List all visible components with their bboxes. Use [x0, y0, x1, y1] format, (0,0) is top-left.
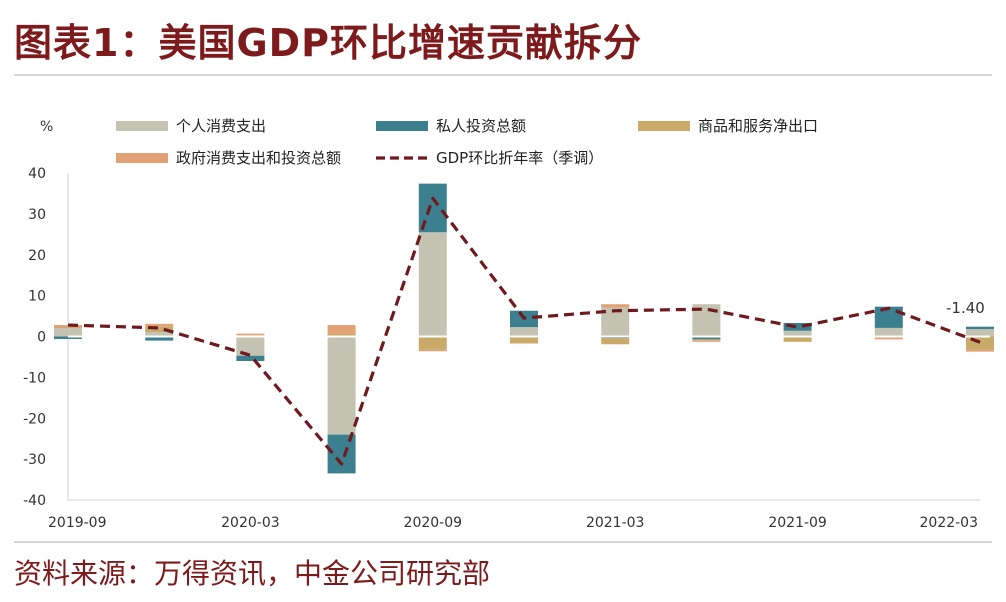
x-tick-label: 2019-09: [48, 515, 107, 531]
title-divider: [14, 74, 992, 76]
legend-swatch: [116, 121, 168, 131]
bar-segment: [966, 329, 994, 337]
annotations: -1.40: [946, 299, 985, 317]
source-note: 资料来源：万得资讯，中金公司研究部: [14, 557, 491, 590]
gdp-line-series: [67, 196, 981, 466]
y-tick-label: -40: [23, 493, 46, 509]
bar-segment: [874, 337, 903, 340]
bar-segment: [236, 336, 265, 356]
data-label: -1.40: [946, 299, 985, 317]
bar-segment: [510, 336, 538, 344]
page-title: 图表1：美国GDP环比增速贡献拆分: [14, 21, 643, 65]
y-tick-label: -20: [23, 411, 46, 427]
bar-segment: [327, 336, 356, 435]
bar-segment: [510, 343, 538, 344]
bar-segment: [966, 336, 994, 350]
bar-segment: [692, 340, 721, 342]
y-tick-label: 40: [28, 166, 46, 182]
bar-segment: [145, 323, 174, 327]
y-tick-label: -30: [23, 452, 46, 468]
y-axis-unit-label: %: [40, 119, 53, 135]
y-tick-label: 20: [28, 248, 46, 264]
legend-swatch: [376, 121, 428, 131]
bar-segment: [418, 336, 447, 350]
bar-segment: [418, 349, 447, 352]
legend-label: GDP环比折年率（季调）: [436, 149, 603, 167]
bar-segment: [601, 304, 630, 308]
x-tick-label: 2020-03: [221, 515, 280, 531]
bar-segment: [601, 338, 630, 345]
x-tick-label: 2021-03: [586, 515, 645, 531]
y-tick-label: 30: [28, 207, 46, 223]
x-tick-label: 2021-09: [768, 515, 827, 531]
legend-label: 商品和服务净出口: [698, 117, 818, 135]
bar-segment: [54, 327, 82, 337]
bar-segment: [783, 330, 812, 337]
bar-segment: [418, 232, 447, 337]
bar-segment: [783, 323, 812, 331]
bar-segment: [54, 336, 82, 339]
x-tick-label: 2022-03: [920, 515, 979, 531]
bar-segment: [236, 333, 265, 336]
bar-segment: [54, 327, 82, 329]
legend-swatch: [638, 121, 690, 131]
bar-segment: [692, 339, 721, 341]
legend-swatch: [116, 153, 168, 163]
bar-segment: [236, 355, 265, 362]
y-tick-label: 0: [37, 330, 46, 346]
bar-segment: [145, 336, 174, 341]
bar-segment: [966, 349, 994, 352]
bar-segment: [327, 334, 356, 337]
gdp-line: [67, 196, 981, 466]
bar-segment: [145, 332, 174, 337]
bar-segment: [510, 327, 538, 337]
bar-segment: [145, 326, 174, 333]
bar-segment: [327, 325, 356, 335]
bar-segment: [783, 336, 812, 342]
bar-segment: [966, 326, 994, 330]
bar-segment: [327, 434, 356, 474]
x-axis: 2019-09 2020-03 2020-09 2021-03 2021-09 2022-…: [48, 499, 980, 531]
source-divider: [14, 541, 992, 543]
legend-label: 政府消费支出和投资总额: [176, 149, 341, 167]
bar-series: [54, 183, 994, 474]
bar-segment: [874, 327, 903, 337]
x-tick-label: 2020-09: [404, 515, 463, 531]
bar-segment: [692, 336, 721, 340]
legend-label: 私人投资总额: [436, 117, 526, 135]
y-tick-label: -10: [23, 370, 46, 386]
y-tick-label: 10: [28, 289, 46, 305]
legend-label: 个人消费支出: [176, 117, 266, 135]
